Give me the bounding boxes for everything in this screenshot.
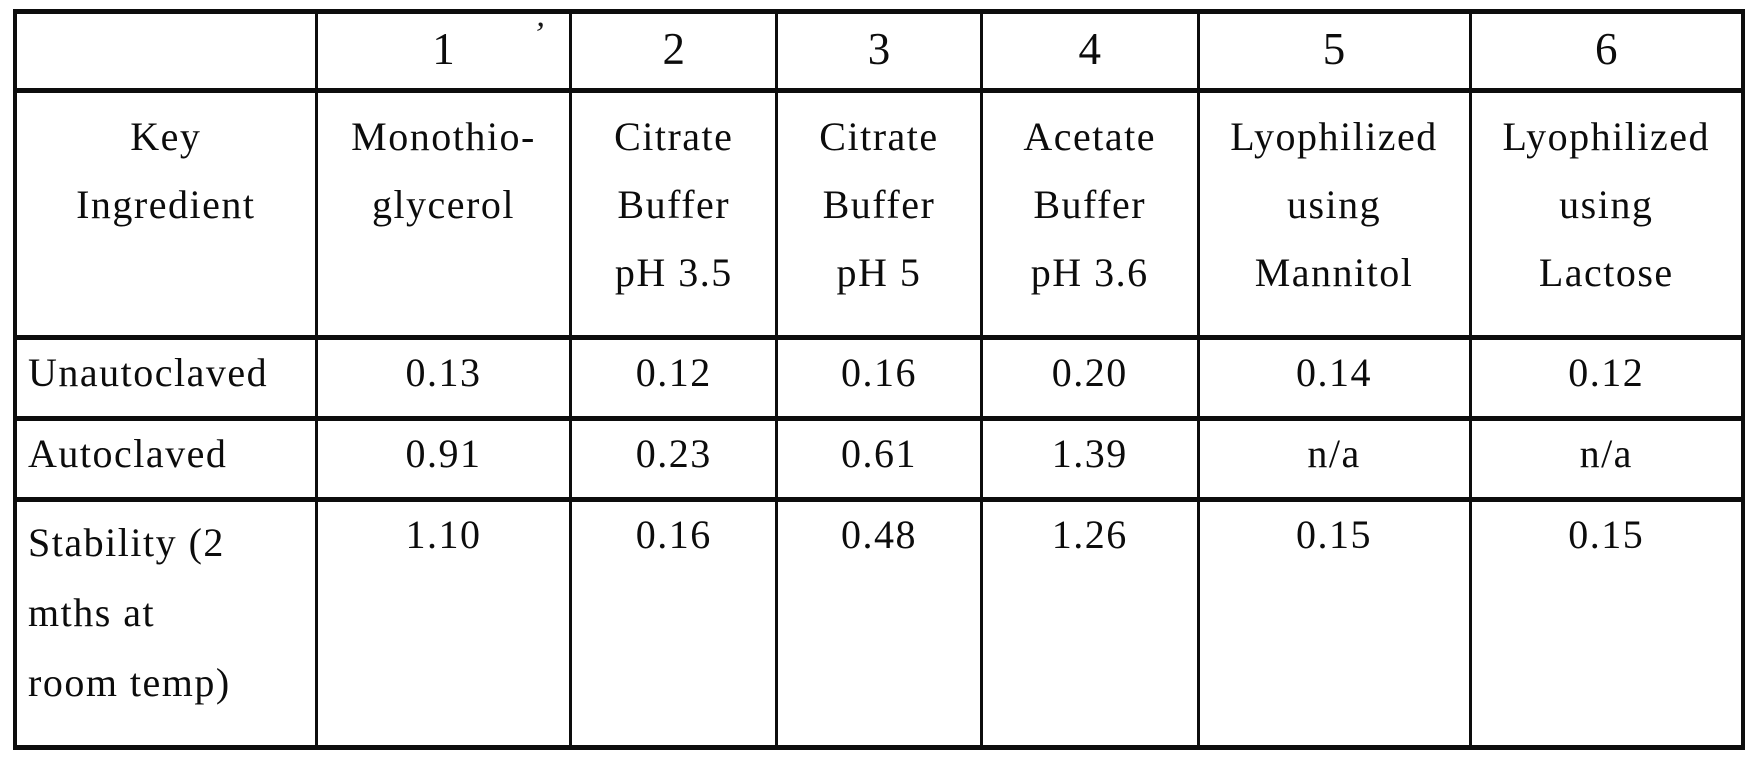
column-number-5: 5: [1322, 24, 1346, 74]
header-cell-4: 4: [979, 9, 1200, 93]
ingredient-line: pH 3.6: [1030, 250, 1149, 295]
value-cell: 0.16: [569, 497, 779, 750]
row-label-unautoclaved: Unautoclaved: [28, 350, 269, 395]
ingredient-line: pH 3.5: [614, 250, 733, 295]
ingredient-cell-citrate-ph35: Citrate Buffer pH 3.5: [569, 88, 779, 340]
value-cell: 0.91: [314, 416, 573, 502]
stability-row: Stability (2 mths at room temp) 1.10 0.1…: [13, 497, 1745, 750]
ingredient-cell-lyophilized-mannitol: Lyophilized using Mannitol: [1196, 88, 1472, 340]
value-autoclaved-6: n/a: [1579, 431, 1633, 476]
autoclaved-row: Autoclaved 0.91 0.23 0.61 1.39 n/a n/a: [13, 416, 1745, 502]
value-autoclaved-2: 0.23: [635, 431, 712, 476]
row-label-stability-line: Stability (2: [28, 520, 225, 565]
formulation-stability-table: 1 ’ 2 3 4 5 6 Key Ingredient Monothio- g: [13, 9, 1745, 750]
column-number-2: 2: [662, 24, 686, 74]
value-stability-2: 0.16: [635, 512, 712, 557]
ingredient-line: Lyophilized: [1230, 114, 1438, 159]
value-stability-4: 1.26: [1051, 512, 1128, 557]
ingredient-line: Lyophilized: [1502, 114, 1711, 159]
key-ingredient-label-line: Key: [130, 114, 202, 159]
value-cell: 1.26: [979, 497, 1200, 750]
value-autoclaved-1: 0.91: [405, 431, 482, 476]
ingredient-line: pH 5: [836, 250, 922, 295]
ingredient-cell-lyophilized-lactose: Lyophilized using Lactose: [1468, 88, 1745, 340]
ingredient-line: Mannitol: [1254, 250, 1414, 295]
row-label-stability-line: room temp): [28, 660, 231, 705]
ingredient-line: Lactose: [1538, 250, 1674, 295]
ingredient-line: Buffer: [1033, 182, 1147, 227]
ingredient-line: glycerol: [371, 182, 515, 227]
value-cell: 0.12: [1468, 335, 1745, 421]
ingredient-line: Buffer: [617, 182, 731, 227]
key-ingredient-label-cell: Key Ingredient: [13, 88, 318, 340]
value-cell: 1.39: [979, 416, 1200, 502]
header-number-row: 1 ’ 2 3 4 5 6: [13, 9, 1745, 93]
ingredient-line: Citrate: [614, 114, 734, 159]
row-label-cell: Stability (2 mths at room temp): [13, 497, 318, 750]
scan-artifact-mark: ’: [532, 15, 547, 54]
value-stability-6: 0.15: [1568, 512, 1645, 557]
key-ingredient-label-line: Ingredient: [76, 182, 256, 227]
corner-cell-text: [18, 17, 313, 86]
value-autoclaved-3: 0.61: [840, 431, 917, 476]
value-cell: 0.20: [979, 335, 1200, 421]
value-autoclaved-5: n/a: [1307, 431, 1361, 476]
header-cell-1: 1 ’: [314, 9, 573, 93]
row-label-cell: Unautoclaved: [13, 335, 318, 421]
value-cell: 0.48: [775, 497, 983, 750]
value-cell: 0.15: [1196, 497, 1472, 750]
value-unautoclaved-3: 0.16: [840, 350, 917, 395]
value-cell: 0.23: [569, 416, 779, 502]
value-cell: n/a: [1468, 416, 1745, 502]
value-cell: 0.12: [569, 335, 779, 421]
ingredient-line: using: [1286, 182, 1382, 227]
ingredient-cell-citrate-ph5: Citrate Buffer pH 5: [775, 88, 983, 340]
value-cell: n/a: [1196, 416, 1472, 502]
header-cell-5: 5: [1196, 9, 1472, 93]
ingredient-cell-acetate-ph36: Acetate Buffer pH 3.6: [979, 88, 1200, 340]
header-cell-3: 3: [775, 9, 983, 93]
row-label-cell: Autoclaved: [13, 416, 318, 502]
row-label-autoclaved: Autoclaved: [28, 431, 228, 476]
value-cell: 0.13: [314, 335, 573, 421]
value-cell: 0.16: [775, 335, 983, 421]
ingredient-line: Acetate: [1023, 114, 1156, 159]
header-cell-2: 2: [569, 9, 779, 93]
corner-cell: [13, 9, 318, 93]
value-unautoclaved-2: 0.12: [635, 350, 712, 395]
value-unautoclaved-5: 0.14: [1296, 350, 1373, 395]
ingredient-line: Monothio-: [351, 114, 536, 159]
ingredient-line: Citrate: [819, 114, 939, 159]
column-number-3: 3: [867, 24, 891, 74]
value-unautoclaved-4: 0.20: [1051, 350, 1128, 395]
key-ingredient-row: Key Ingredient Monothio- glycerol Citrat…: [13, 88, 1745, 340]
value-stability-3: 0.48: [840, 512, 917, 557]
header-cell-6: 6: [1468, 9, 1745, 93]
ingredient-line: Buffer: [822, 182, 936, 227]
value-unautoclaved-1: 0.13: [405, 350, 482, 395]
value-unautoclaved-6: 0.12: [1568, 350, 1645, 395]
value-cell: 0.14: [1196, 335, 1472, 421]
unautoclaved-row: Unautoclaved 0.13 0.12 0.16 0.20 0.14 0.…: [13, 335, 1745, 421]
value-cell: 0.15: [1468, 497, 1745, 750]
column-number-1: 1: [432, 24, 455, 74]
value-stability-1: 1.10: [405, 512, 482, 557]
ingredient-cell-monothioglycerol: Monothio- glycerol: [314, 88, 573, 340]
value-cell: 1.10: [314, 497, 573, 750]
value-autoclaved-4: 1.39: [1051, 431, 1128, 476]
value-cell: 0.61: [775, 416, 983, 502]
column-number-6: 6: [1595, 24, 1618, 74]
row-label-stability-line: mths at: [28, 590, 156, 635]
ingredient-line: using: [1559, 182, 1654, 227]
value-stability-5: 0.15: [1296, 512, 1373, 557]
column-number-4: 4: [1078, 24, 1101, 74]
